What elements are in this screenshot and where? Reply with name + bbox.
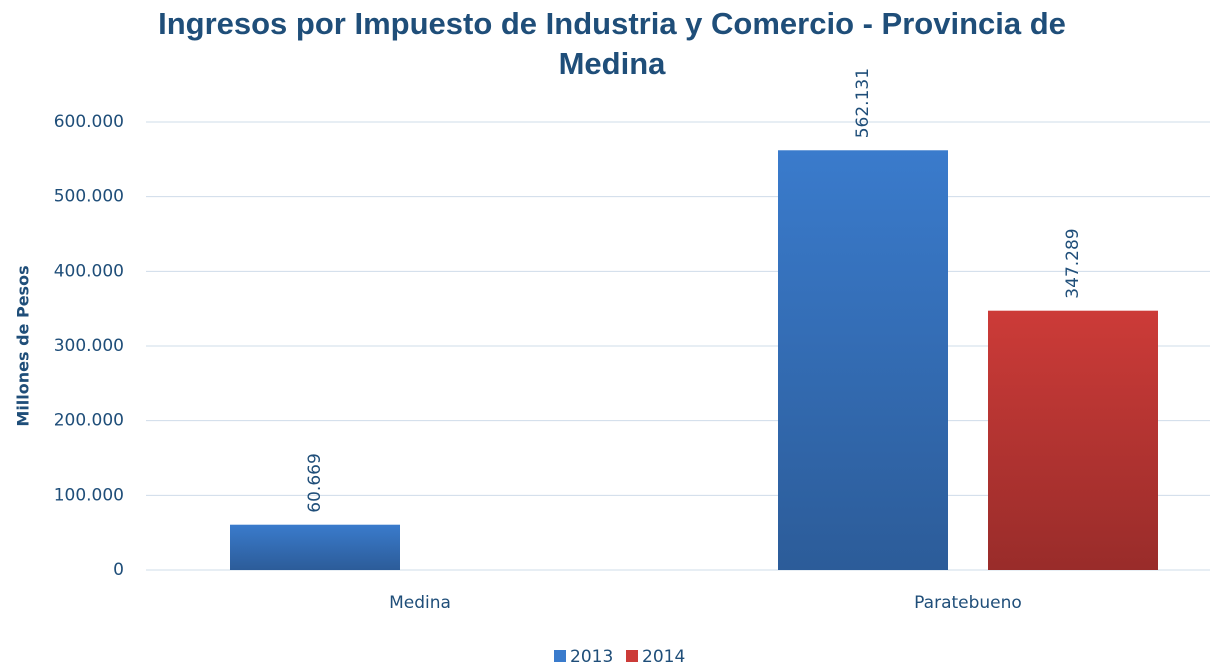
- legend-swatch: [554, 650, 566, 662]
- bar: [778, 150, 948, 570]
- x-tick-label: Paratebueno: [914, 593, 1022, 613]
- legend-label: 2014: [642, 647, 685, 665]
- legend-swatch: [626, 650, 638, 662]
- y-tick-label: 500.000: [54, 187, 124, 207]
- data-label: 562.131: [853, 68, 873, 138]
- data-label: 347.289: [1063, 228, 1083, 298]
- y-tick-label: 100.000: [54, 485, 124, 505]
- bar: [988, 310, 1158, 570]
- y-tick-label: 200.000: [54, 411, 124, 431]
- data-label: 60.669: [305, 453, 325, 512]
- bar: [230, 524, 400, 570]
- legend-label: 2013: [570, 647, 613, 665]
- y-tick-label: 0: [113, 560, 124, 580]
- y-tick-label: 600.000: [54, 112, 124, 132]
- y-axis-title: Millones de Pesos: [14, 265, 33, 426]
- y-tick-label: 400.000: [54, 261, 124, 281]
- y-tick-label: 300.000: [54, 336, 124, 356]
- x-tick-label: Medina: [389, 593, 451, 613]
- chart-title: Ingresos por Impuesto de Industria y Com…: [158, 6, 1066, 81]
